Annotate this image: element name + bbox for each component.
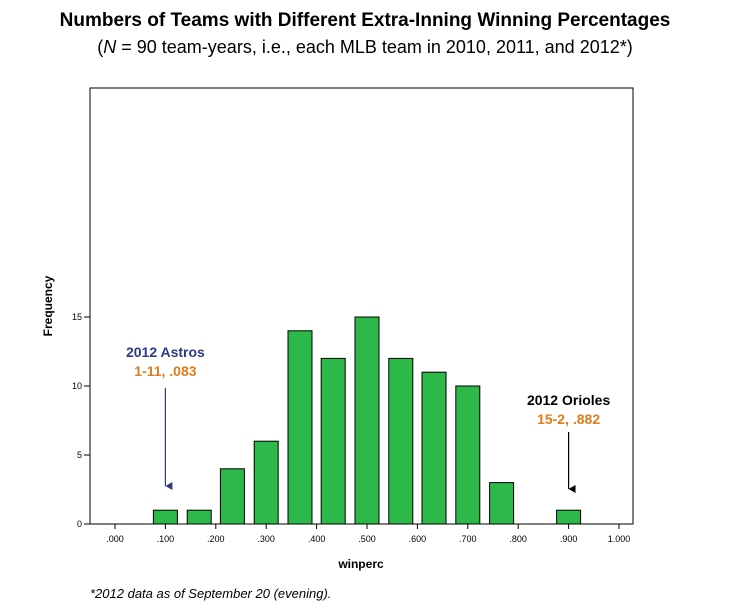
bar — [152, 509, 178, 525]
x-tick-label: 1.000 — [608, 534, 631, 544]
chart-subtitle: (N = 90 team-years, i.e., each MLB team … — [0, 37, 730, 58]
x-tick-label: .200 — [207, 534, 225, 544]
annotations-group: 2012 Astros 1-11, .083 2012 Orioles 15-2, .… — [126, 344, 610, 493]
x-tick-label: .000 — [106, 534, 124, 544]
footnote: *2012 data as of September 20 (evening). — [90, 586, 332, 601]
x-axis-ticks: .000 .100 .200 .300 .400 .500 .600 .700 .800 .900… — [106, 524, 630, 544]
bars-group — [152, 316, 582, 525]
orioles-annotation-record: 15-2, .882 — [537, 411, 600, 427]
y-tick-label: 5 — [77, 450, 82, 460]
y-axis-ticks: 0 5 10 15 — [72, 312, 90, 529]
y-tick-label: 15 — [72, 312, 82, 322]
bar — [489, 482, 515, 525]
bar — [455, 385, 481, 525]
x-tick-label: .900 — [560, 534, 578, 544]
astros-annotation-title: 2012 Astros — [126, 344, 205, 360]
x-tick-label: .400 — [308, 534, 326, 544]
astros-annotation-record: 1-11, .083 — [134, 363, 196, 379]
y-tick-label: 0 — [77, 519, 82, 529]
x-tick-label: .300 — [257, 534, 275, 544]
x-tick-label: .500 — [358, 534, 376, 544]
chart-title: Numbers of Teams with Different Extra-In… — [59, 10, 671, 31]
subtitle-open: ( — [97, 37, 104, 57]
x-tick-label: .700 — [459, 534, 477, 544]
x-tick-label: .600 — [409, 534, 427, 544]
bar — [421, 371, 447, 525]
x-tick-label: .100 — [157, 534, 175, 544]
subtitle-rest: = 90 team-years, i.e., each MLB team in … — [116, 37, 633, 57]
y-axis-label: Frequency — [41, 275, 55, 336]
orioles-annotation-title: 2012 Orioles — [527, 392, 610, 408]
subtitle-n-symbol: N — [103, 37, 117, 57]
x-tick-label: .800 — [509, 534, 527, 544]
bar — [287, 330, 313, 525]
x-axis-label: winperc — [337, 557, 384, 571]
bar — [219, 468, 245, 525]
bar — [556, 509, 582, 525]
bar — [388, 357, 414, 525]
bar — [354, 316, 380, 525]
bar — [253, 440, 279, 525]
bar — [186, 509, 212, 525]
bar — [320, 357, 346, 525]
y-tick-label: 10 — [72, 381, 82, 391]
